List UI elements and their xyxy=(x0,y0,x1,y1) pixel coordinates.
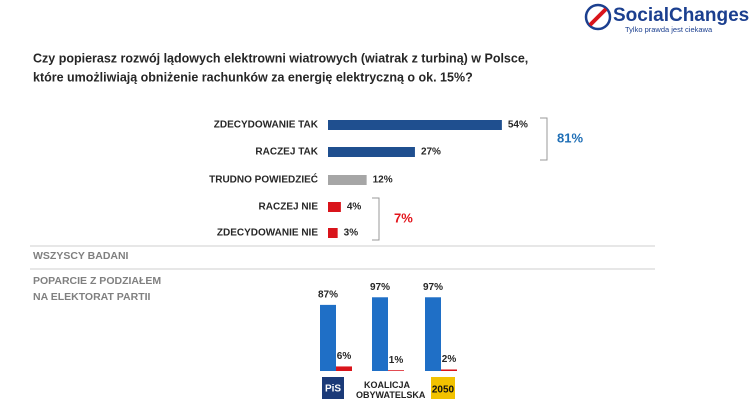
tagline: Tylko prawda jest ciekawa xyxy=(625,25,713,34)
logo-ko: KOALICJA OBYWATELSKA xyxy=(356,380,426,400)
bar xyxy=(320,304,336,371)
section-label: POPARCIE Z PODZIAŁEM xyxy=(33,275,161,287)
category-label: TRUDNO POWIEDZIEĆ xyxy=(209,173,318,186)
bar xyxy=(328,175,367,185)
logo-slash xyxy=(588,7,608,27)
bar xyxy=(328,120,502,130)
value-label: 4% xyxy=(347,202,362,213)
logo-ring xyxy=(584,3,612,31)
logo-pis xyxy=(322,377,344,399)
bracket xyxy=(372,197,380,241)
category-label: RACZEJ TAK xyxy=(255,147,318,158)
logo-2050 xyxy=(431,377,455,399)
bar xyxy=(336,366,352,371)
value-label: 87% xyxy=(318,290,338,301)
title: które umożliwiają obniżenie rachunków za… xyxy=(33,70,473,84)
value-label: 97% xyxy=(423,282,443,293)
value-label: 27% xyxy=(421,147,441,158)
value-label: 6% xyxy=(337,351,352,362)
category-label: ZDECYDOWANIE NIE xyxy=(217,228,318,239)
value-label: 2% xyxy=(442,354,457,365)
category-label: 2050 xyxy=(432,385,455,396)
value-label: 54% xyxy=(508,120,528,131)
bar xyxy=(328,228,338,238)
value-label: 12% xyxy=(373,175,393,186)
bar xyxy=(328,202,341,212)
bar xyxy=(372,297,388,371)
category-label: ZDECYDOWANIE TAK xyxy=(214,120,319,131)
bar xyxy=(328,147,415,157)
category-label: RACZEJ NIE xyxy=(259,202,319,213)
category-label: PiS xyxy=(325,384,341,395)
group-total: 7% xyxy=(394,210,413,225)
group-total: 81% xyxy=(557,130,583,145)
bracket xyxy=(540,117,548,161)
brand: SocialChanges xyxy=(613,5,749,26)
section-label: WSZYSCY BADANI xyxy=(33,250,129,262)
bar xyxy=(425,297,441,371)
value-label: 97% xyxy=(370,282,390,293)
section-label: NA ELEKTORAT PARTII xyxy=(33,291,151,303)
value-label: 3% xyxy=(344,228,359,239)
title: Czy popierasz rozwój lądowych elektrowni… xyxy=(33,51,528,65)
bar xyxy=(388,370,404,371)
value-label: 1% xyxy=(389,355,404,366)
bar xyxy=(441,369,457,371)
